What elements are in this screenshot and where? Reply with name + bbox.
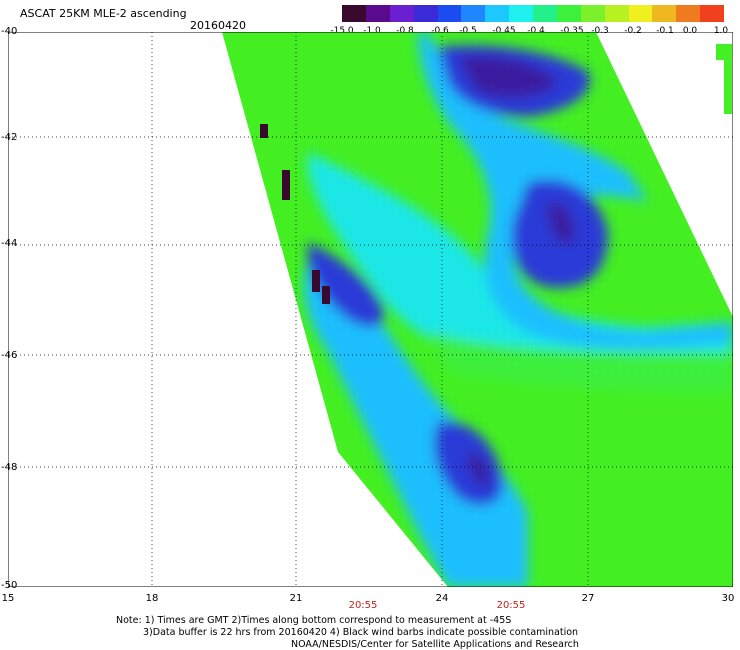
colorbar-swatch bbox=[652, 5, 677, 22]
colorbar-label: -0.8 bbox=[396, 26, 414, 36]
map-plot bbox=[8, 32, 733, 587]
colorbar-swatch bbox=[509, 5, 533, 22]
colorbar-label: 0.0 bbox=[682, 26, 698, 36]
colorbar-label: -0.35 bbox=[560, 26, 584, 36]
lat-label: -46 bbox=[1, 350, 18, 361]
colorbar-swatch bbox=[437, 5, 462, 22]
colorbar-swatch bbox=[604, 5, 629, 22]
lon-label: 15 bbox=[1, 593, 15, 604]
colorbar-labels: -15.0 -1.0 -0.8 -0.6 -0.5 -0.45 -0.4 -0.… bbox=[300, 26, 740, 38]
colorbar-label: -0.4 bbox=[527, 26, 545, 36]
map-date: 20160420 bbox=[190, 19, 246, 32]
lat-label: -40 bbox=[1, 26, 18, 37]
note-line: 3)Data buffer is 22 hrs from 20160420 4)… bbox=[143, 627, 579, 638]
colorbar-swatch bbox=[485, 5, 510, 22]
colorbar-label: -0.2 bbox=[624, 26, 642, 36]
time-label: 20:55 bbox=[496, 600, 526, 611]
note-line: Note: 1) Times are GMT 2)Times along bot… bbox=[116, 615, 512, 626]
colorbar-swatch bbox=[461, 5, 486, 22]
colorbar-label: -15.0 bbox=[330, 26, 354, 36]
colorbar-swatch bbox=[580, 5, 605, 22]
colorbar-label: 1.0 bbox=[713, 26, 729, 36]
wind-swath bbox=[222, 32, 733, 587]
colorbar-label: -1.0 bbox=[363, 26, 381, 36]
lon-label: 21 bbox=[289, 593, 303, 604]
lon-label: 18 bbox=[145, 593, 159, 604]
colorbar-swatch bbox=[533, 5, 557, 22]
note-line: NOAA/NESDIS/Center for Satellite Applica… bbox=[291, 639, 579, 650]
colorbar bbox=[342, 5, 724, 22]
lat-label: -44 bbox=[1, 238, 18, 249]
lon-label: 30 bbox=[721, 593, 735, 604]
lat-label: -42 bbox=[1, 132, 18, 143]
time-label: 20:55 bbox=[348, 600, 378, 611]
colorbar-swatch bbox=[700, 5, 724, 22]
colorbar-label: -0.3 bbox=[591, 26, 609, 36]
lon-label: 24 bbox=[435, 593, 449, 604]
colorbar-swatch bbox=[628, 5, 653, 22]
colorbar-swatch bbox=[556, 5, 581, 22]
colorbar-swatch bbox=[389, 5, 414, 22]
edge-pixel bbox=[716, 44, 724, 60]
colorbar-label: -0.1 bbox=[656, 26, 674, 36]
colorbar-label: -0.6 bbox=[431, 26, 449, 36]
colorbar-swatch bbox=[676, 5, 701, 22]
map-title: ASCAT 25KM MLE-2 ascending bbox=[20, 7, 187, 20]
colorbar-label: -0.5 bbox=[459, 26, 477, 36]
lon-label: 27 bbox=[581, 593, 595, 604]
lat-label: -48 bbox=[1, 462, 18, 473]
map-grid bbox=[8, 32, 733, 587]
colorbar-label: -0.45 bbox=[492, 26, 516, 36]
lat-label: -50 bbox=[1, 580, 18, 591]
edge-pixel bbox=[724, 44, 732, 114]
colorbar-swatch bbox=[413, 5, 438, 22]
colorbar-swatch bbox=[342, 5, 366, 22]
colorbar-swatch bbox=[365, 5, 390, 22]
